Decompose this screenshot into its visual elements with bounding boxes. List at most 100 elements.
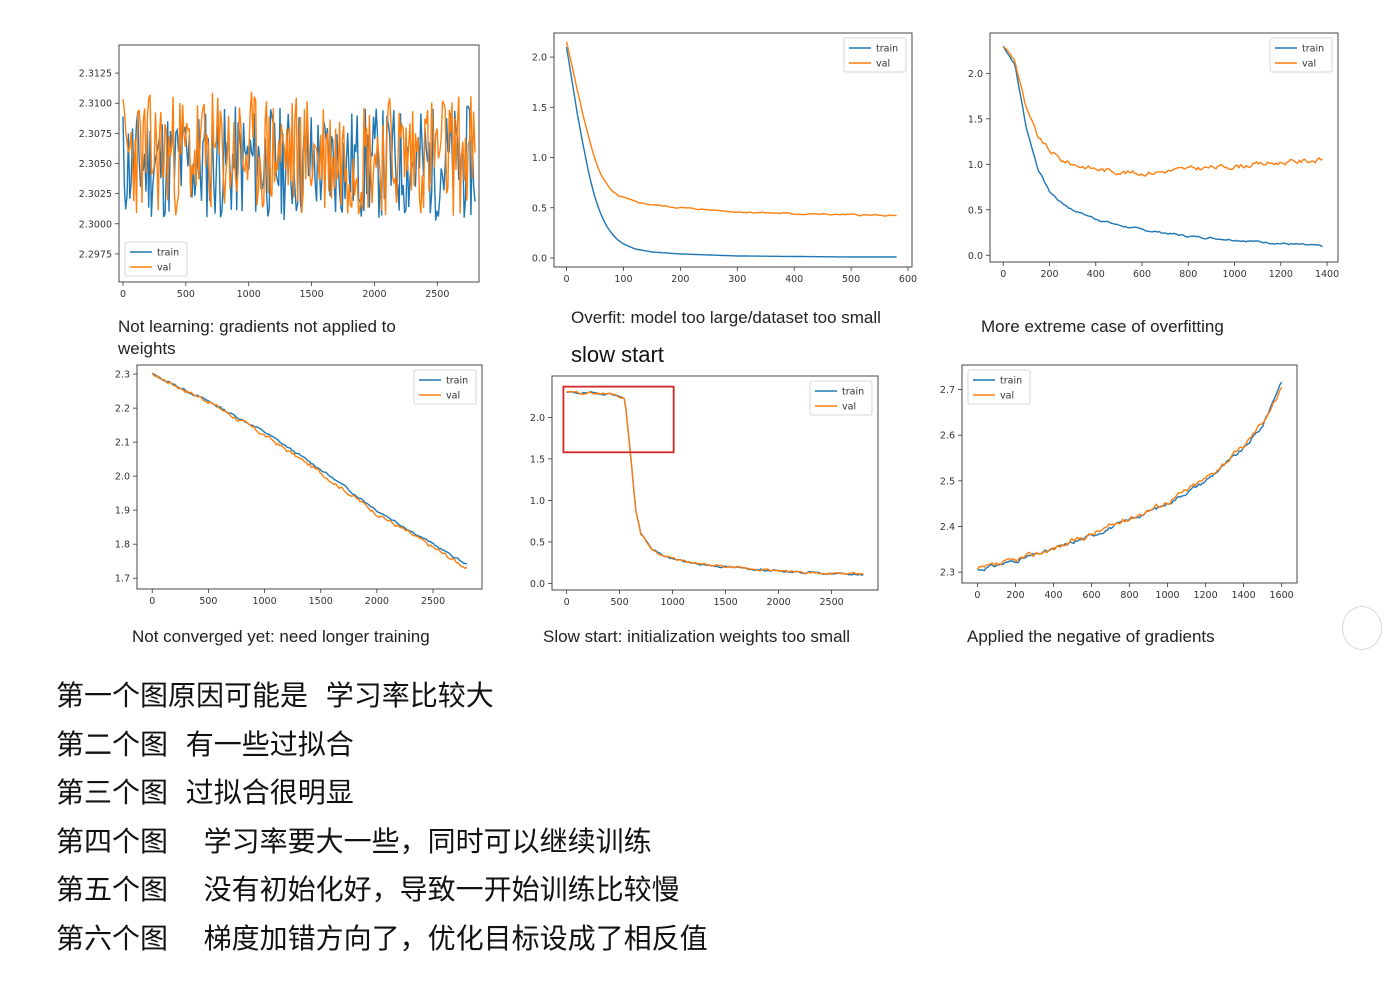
series-line-train [565, 46, 897, 258]
legend-label-train: train [1000, 376, 1022, 387]
x-tick-label: 2000 [362, 289, 386, 300]
caption-overfit: Overfit: model too large/dataset too sma… [571, 308, 881, 327]
x-tick-label: 2500 [421, 596, 445, 607]
legend-label-val: val [446, 391, 460, 402]
y-tick-label: 2.4 [940, 522, 955, 533]
y-tick-label: 1.5 [968, 114, 983, 125]
series-line-train [1002, 45, 1323, 248]
note-6: 第六个图 梯度加错方向了，优化目标设成了相反值 [56, 921, 708, 955]
caption-not-learning: Not learning: gradients not applied to w… [118, 317, 396, 358]
caption-negative-gradients: Applied the negative of gradients [967, 627, 1215, 646]
x-tick-label: 800 [1179, 269, 1197, 280]
x-tick-label: 0 [120, 289, 126, 300]
x-tick-label: 2500 [425, 289, 449, 300]
legend-label-train: train [157, 248, 179, 259]
y-tick-label: 1.9 [115, 506, 130, 517]
x-tick-label: 1000 [237, 289, 261, 300]
y-tick-label: 2.0 [115, 472, 130, 483]
y-tick-label: 2.6 [940, 431, 955, 442]
caption-slow-start: Slow start: initialization weights too s… [543, 627, 851, 646]
x-tick-label: 1500 [309, 596, 333, 607]
x-tick-label: 1000 [252, 596, 276, 607]
y-tick-label: 2.3125 [79, 69, 112, 80]
x-tick-label: 300 [728, 274, 746, 285]
y-tick-label: 2.1 [115, 438, 130, 449]
legend-label-train: train [446, 376, 468, 387]
y-tick-label: 0.5 [532, 203, 547, 214]
y-tick-label: 0.5 [968, 205, 983, 216]
x-tick-label: 400 [1087, 269, 1105, 280]
x-tick-label: 2000 [767, 597, 791, 608]
x-tick-label: 1400 [1315, 269, 1339, 280]
series-line-val [122, 91, 476, 216]
x-tick-label: 0 [564, 274, 570, 285]
series-line-val [1003, 46, 1323, 177]
x-tick-label: 500 [842, 274, 860, 285]
y-tick-label: 2.3000 [79, 219, 112, 230]
x-tick-label: 500 [199, 596, 217, 607]
y-tick-label: 0.0 [530, 579, 545, 590]
x-tick-label: 200 [671, 274, 689, 285]
y-tick-label: 2.2 [115, 404, 130, 415]
legend-label-train: train [842, 387, 864, 398]
legend-label-train: train [876, 44, 898, 55]
y-tick-label: 2.3025 [79, 189, 112, 200]
series-line-train [152, 373, 467, 565]
x-tick-label: 0 [974, 590, 980, 601]
scroll-handle[interactable] [1342, 606, 1382, 650]
legend-label-val: val [876, 59, 890, 70]
y-tick-label: 2.0 [530, 413, 545, 424]
x-tick-label: 1500 [299, 289, 323, 300]
y-tick-label: 2.3100 [79, 99, 112, 110]
y-tick-label: 2.3075 [79, 129, 112, 140]
x-tick-label: 1000 [1155, 590, 1179, 601]
y-tick-label: 1.7 [115, 574, 130, 585]
series-line-val [976, 386, 1283, 570]
x-tick-label: 1000 [1222, 269, 1246, 280]
y-tick-label: 2.3 [940, 568, 955, 579]
y-tick-label: 2.2975 [79, 249, 112, 260]
note-4: 第四个图 学习率要大一些，同时可以继续训练 [56, 824, 652, 858]
x-tick-label: 200 [1006, 590, 1024, 601]
x-tick-label: 2500 [820, 597, 844, 608]
series-line-train [122, 105, 476, 221]
y-tick-label: 0.0 [532, 253, 547, 264]
y-tick-label: 2.0 [968, 69, 983, 80]
x-tick-label: 2000 [365, 596, 389, 607]
legend-label-val: val [842, 402, 856, 413]
note-1: 第一个图原因可能是 学习率比较大 [56, 679, 494, 712]
y-tick-label: 2.7 [940, 385, 955, 396]
x-tick-label: 600 [1082, 590, 1100, 601]
y-tick-label: 2.5 [940, 476, 955, 487]
y-tick-label: 2.3 [115, 370, 130, 381]
highlight-box [562, 385, 675, 454]
y-tick-label: 0.0 [968, 251, 983, 262]
y-tick-label: 1.5 [530, 454, 545, 465]
y-tick-label: 1.0 [532, 153, 547, 164]
x-tick-label: 400 [1044, 590, 1062, 601]
y-tick-label: 0.5 [530, 537, 545, 548]
legend-label-val: val [157, 263, 171, 274]
x-tick-label: 500 [611, 597, 629, 608]
x-tick-label: 600 [899, 274, 917, 285]
x-tick-label: 200 [1040, 269, 1058, 280]
x-tick-label: 1000 [661, 597, 685, 608]
note-3: 第三个图 过拟合很明显 [56, 776, 354, 809]
series-line-val [565, 41, 897, 217]
legend-label-val: val [1000, 391, 1014, 402]
series-line-val [566, 390, 864, 576]
slow-start-title: slow start [571, 342, 664, 367]
x-tick-label: 1200 [1193, 590, 1217, 601]
x-tick-label: 1600 [1269, 590, 1293, 601]
x-tick-label: 1400 [1231, 590, 1255, 601]
legend-label-train: train [1302, 44, 1324, 55]
x-tick-label: 1200 [1269, 269, 1293, 280]
y-tick-label: 1.0 [530, 496, 545, 507]
legend-label-val: val [1302, 59, 1316, 70]
notes-list: 第一个图原因可能是 学习率比较大 第二个图 有一些过拟合 第三个图 过拟合很明显… [56, 672, 708, 963]
y-tick-label: 1.5 [532, 103, 547, 114]
